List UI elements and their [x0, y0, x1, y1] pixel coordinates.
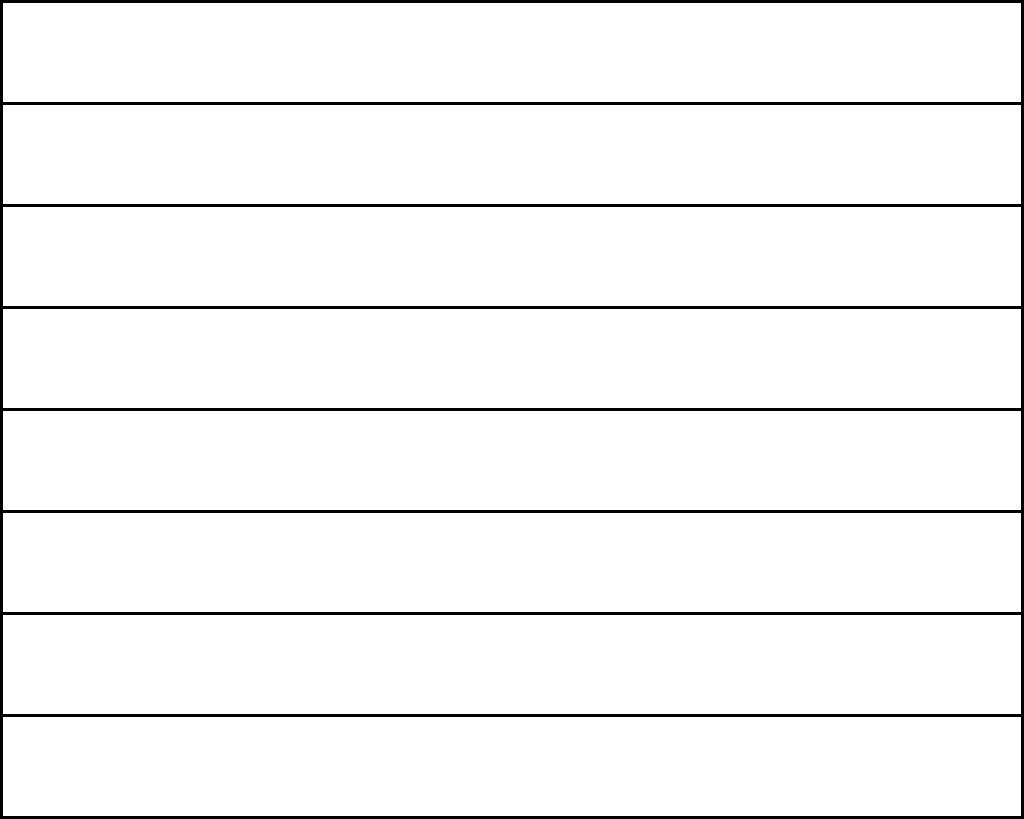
empty-row [3, 207, 1021, 309]
empty-row [3, 309, 1021, 411]
empty-row [3, 513, 1021, 615]
empty-row [3, 3, 1021, 105]
empty-row [3, 411, 1021, 513]
empty-row [3, 105, 1021, 207]
empty-row [3, 615, 1021, 717]
empty-row [3, 717, 1021, 816]
